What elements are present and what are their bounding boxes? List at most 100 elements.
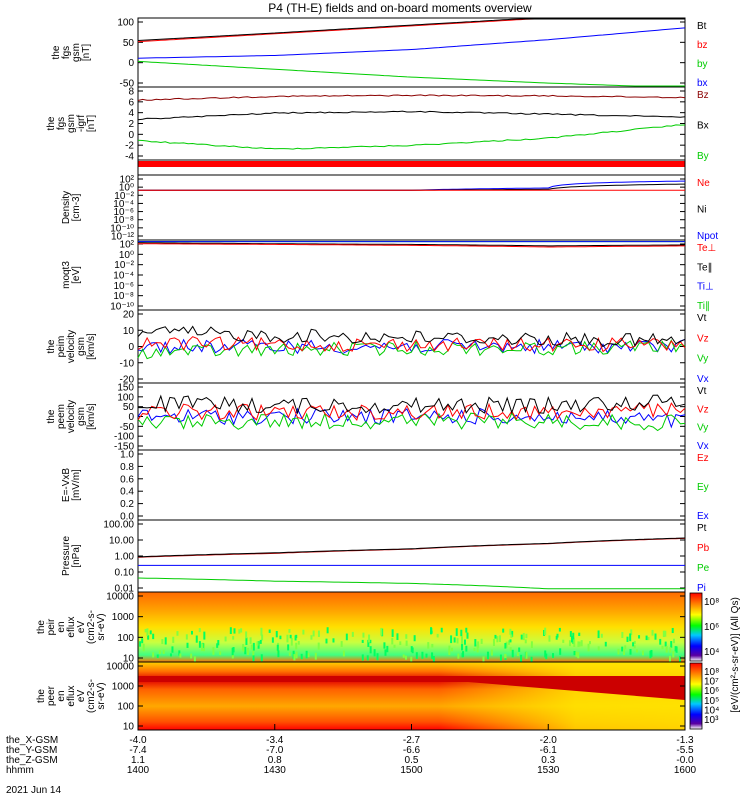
y-axis-label-line: eV	[76, 690, 87, 703]
spectrogram-ions-pixel	[654, 633, 657, 640]
spectrogram-ions-pixel	[530, 656, 533, 664]
y-axis-label-line: the	[46, 409, 57, 423]
spectrogram-ions-pixel	[295, 642, 298, 650]
y-tick-label: 0.2	[120, 499, 134, 510]
y-tick-label: 20	[123, 310, 135, 321]
spectrogram-ions-pixel	[402, 654, 405, 658]
y-tick-label: 10	[123, 326, 135, 337]
spectrogram-ions-pixel	[172, 636, 175, 643]
spectrogram-ions-pixel	[260, 654, 263, 662]
y-axis-label: the peir en eflux eV (cm2-s-sr-eV)	[36, 610, 107, 644]
spectrogram-ions-pixel	[460, 636, 463, 645]
spectrogram-ions-pixel	[257, 641, 260, 649]
spectrogram-ions-pixel	[597, 646, 600, 651]
y-axis-label-line: moqt3	[61, 261, 72, 289]
spectrogram-ions-pixel	[509, 628, 512, 635]
y-tick-label: 50	[123, 38, 135, 49]
y-tick-label: 10	[123, 654, 135, 665]
legend-entry: Ey	[697, 482, 709, 493]
spectrogram-ions-pixel	[212, 647, 215, 655]
colorbar-tick-label: 10⁷	[704, 677, 719, 688]
spectrogram-ions-pixel	[430, 630, 433, 634]
series-Vz	[137, 402, 686, 422]
spectrogram-ions-pixel	[238, 629, 241, 634]
spectrogram-ions-pixel	[164, 637, 167, 645]
y-axis-label: E=-VxB [mV/m]	[61, 468, 82, 503]
y-tick-label: 10⁻¹⁰	[110, 223, 134, 234]
spectrogram-ions-pixel	[638, 635, 641, 639]
y-axis-label-line: peir	[46, 618, 57, 635]
y-axis-label-line: E=-VxB	[61, 468, 72, 503]
x-row-value: -6.6	[403, 745, 421, 756]
series-Vt	[137, 394, 686, 415]
spectrogram-ions-pixel	[217, 640, 220, 646]
spectrogram-ions-pixel	[633, 640, 636, 645]
spectrogram-ions-pixel	[504, 642, 507, 649]
y-tick-label: 10⁻⁸	[113, 291, 134, 302]
spectrogram-ions-pixel	[404, 655, 407, 660]
spectrogram-ions-pixel	[415, 652, 418, 659]
spectrogram-ions-pixel	[476, 644, 479, 653]
y-tick-label: 10⁰	[119, 250, 134, 261]
y-tick-label: 10²	[120, 175, 135, 186]
spectrogram-ions-pixel	[231, 653, 234, 659]
spectrogram-ions-pixel	[342, 650, 345, 657]
y-tick-label: 100	[117, 392, 134, 403]
legend-entry: Npot	[697, 231, 718, 242]
spectrogram-ions-pixel	[623, 649, 626, 655]
y-axis-label-line: sr-eV)	[96, 682, 107, 709]
x-row-value: -6.1	[540, 745, 558, 756]
spectrogram-ions-pixel	[386, 645, 389, 653]
spectrogram-ions-pixel	[450, 635, 453, 644]
colorbar-tick-label: 10⁸	[704, 667, 719, 678]
spectrogram-ions-pixel	[141, 638, 144, 644]
spectrogram-ions-pixel	[245, 637, 248, 645]
spectrogram-ions-pixel	[431, 643, 434, 648]
spectrogram-ions-pixel	[578, 632, 581, 636]
spectrogram-ions-pixel	[246, 647, 249, 656]
x-row-value: -0.0	[676, 755, 694, 766]
spectrogram-ions-pixel	[288, 629, 291, 633]
legend-entry: Vx	[697, 374, 709, 385]
panel-spec_i: 10000 1000 100 10 the peir en eflux eV (cm2-s-sr-…	[36, 591, 719, 665]
y-axis-label-line: [km/s]	[86, 333, 97, 360]
y-tick-label: 1.0	[120, 450, 134, 461]
spectrogram-ions-pixel	[664, 641, 667, 647]
y-tick-label: 10⁰	[119, 183, 134, 194]
spectrogram-ions-pixel	[465, 645, 468, 652]
spectrogram-ions-pixel	[259, 639, 262, 644]
spectrogram-ions-pixel	[558, 627, 561, 632]
spectrogram-ions-pixel	[421, 651, 424, 659]
y-tick-label: 0.4	[120, 487, 134, 498]
spectrogram-ions-pixel	[482, 656, 485, 664]
spectrogram-ions-pixel	[626, 636, 629, 642]
legend-entry: Te⊥	[697, 243, 716, 254]
spectrogram-ions-pixel	[577, 652, 580, 659]
spectrogram-ions-pixel	[440, 627, 443, 633]
spectrogram-ions-pixel	[573, 639, 576, 647]
spectrogram-ions-pixel	[147, 635, 150, 640]
y-tick-label: 0	[128, 342, 134, 353]
spectrogram-ions-pixel	[193, 656, 196, 664]
x-row-value: 1430	[264, 765, 287, 776]
spectrogram-ions-pixel	[290, 638, 293, 646]
spectrogram-ions-pixel	[507, 640, 510, 645]
colorbar-label-text: [eV/(cm²-s-sr-eV)] (All Qs)	[730, 597, 741, 713]
spectrogram-ions-pixel	[261, 634, 264, 641]
spectrogram-ions-pixel	[405, 634, 408, 639]
colorbar-tick-label: 10⁸	[704, 597, 719, 608]
y-tick-label: 100	[117, 633, 134, 644]
spectrogram-ions-pixel	[425, 653, 428, 658]
panel-frame	[137, 239, 686, 311]
x-row-value: 0.5	[405, 755, 419, 766]
spectrogram-electrons-fade	[138, 662, 685, 730]
y-tick-label: 10⁻⁶	[113, 281, 134, 292]
spectrogram-ions-pixel	[587, 643, 590, 652]
y-tick-label: 10	[123, 722, 135, 733]
spectrogram-ions-pixel	[510, 634, 513, 638]
series-bx	[137, 27, 686, 59]
legend-entry: Bt	[697, 21, 707, 32]
y-axis-label-line: peer	[46, 685, 57, 706]
y-axis-label: the fgs gsm -igrf [nT]	[46, 114, 97, 133]
x-row-value: -7.0	[266, 745, 284, 756]
